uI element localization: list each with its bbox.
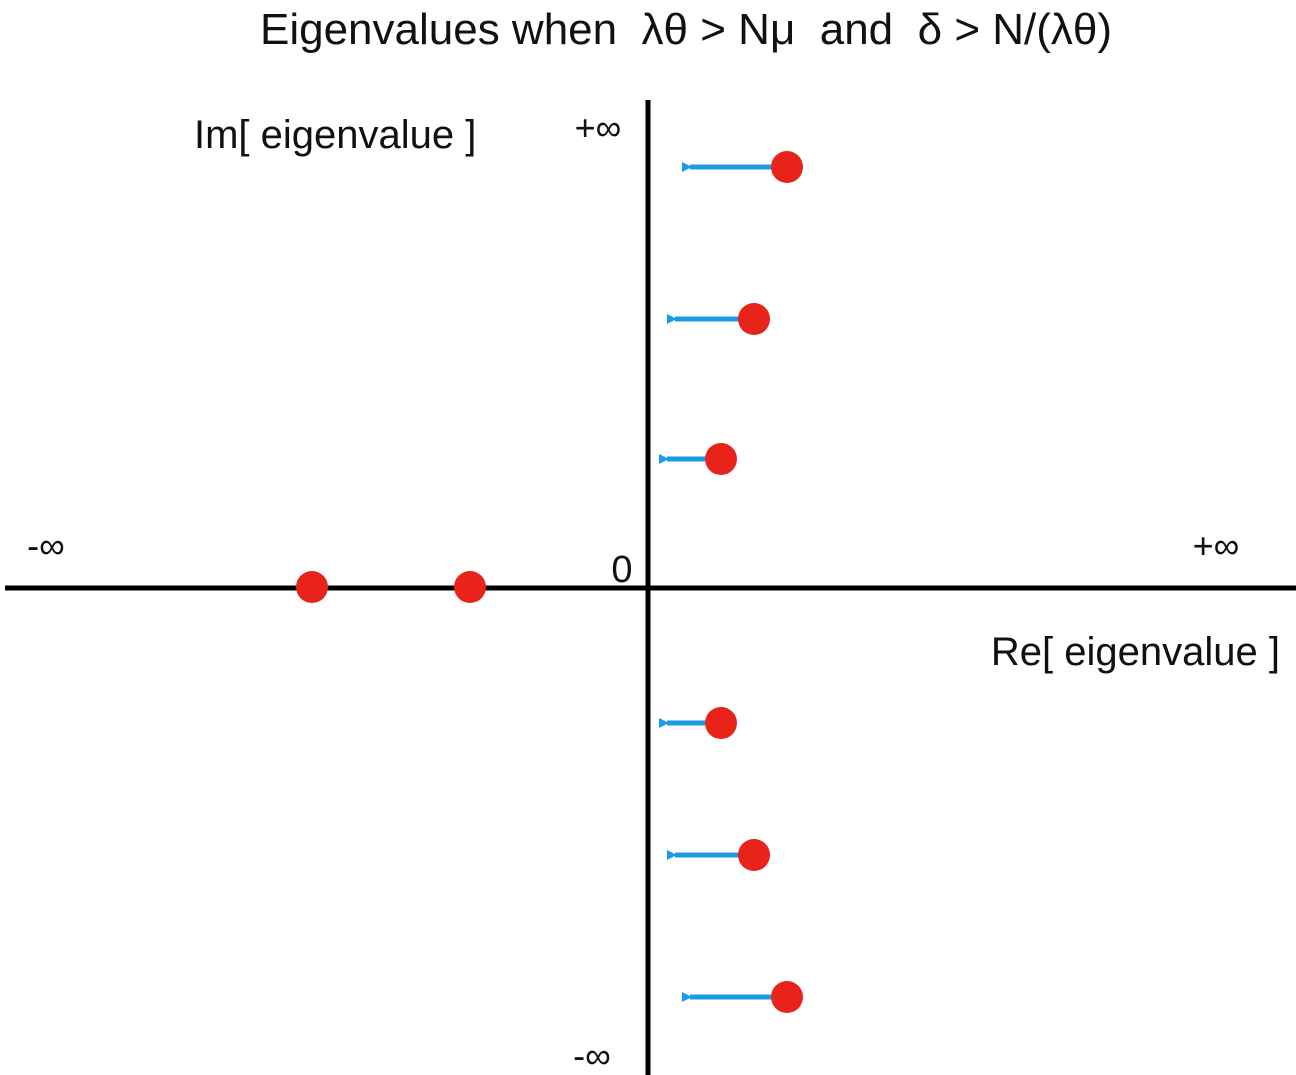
eigenvalue-dot: [738, 839, 770, 871]
eigenvalue-dot: [771, 151, 803, 183]
eigenvalue-dot: [296, 571, 328, 603]
title: Eigenvalues when λθ > Nμ and δ > N/(λθ): [260, 5, 1112, 54]
right-infinity: +∞: [1193, 525, 1240, 566]
eigenvalue-dot: [454, 571, 486, 603]
left-infinity: -∞: [27, 525, 65, 566]
eigenvalue-dot: [705, 443, 737, 475]
origin-label: 0: [611, 549, 632, 591]
eigenvalue-dot: [771, 981, 803, 1013]
real-axis-label: Re[ eigenvalue ]: [991, 630, 1280, 674]
imaginary-axis-label: Im[ eigenvalue ]: [194, 113, 476, 157]
eigenvalue-dot: [738, 303, 770, 335]
bottom-infinity: -∞: [573, 1035, 611, 1075]
arrows: [659, 162, 775, 1002]
top-infinity: +∞: [575, 107, 622, 148]
eigenvalue-dot: [705, 707, 737, 739]
eigenvalues: [296, 151, 803, 1013]
